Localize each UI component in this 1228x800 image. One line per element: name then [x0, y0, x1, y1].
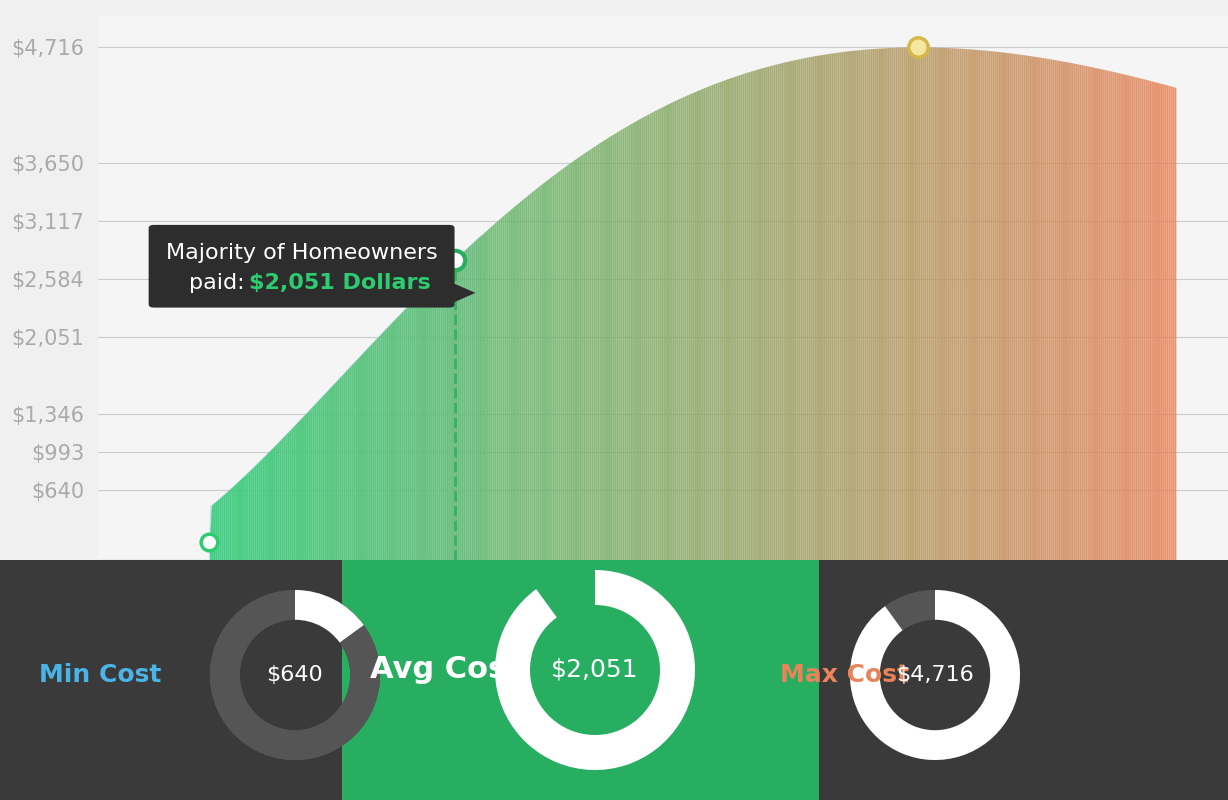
Wedge shape: [210, 590, 379, 760]
FancyBboxPatch shape: [819, 560, 1228, 800]
Wedge shape: [850, 590, 1020, 760]
Polygon shape: [449, 282, 475, 304]
Text: paid:: paid:: [189, 273, 252, 293]
Wedge shape: [495, 570, 695, 770]
Text: $2,051: $2,051: [551, 658, 639, 682]
Text: Avg Cost: Avg Cost: [370, 655, 521, 685]
FancyBboxPatch shape: [0, 560, 409, 800]
Wedge shape: [850, 590, 1020, 760]
Wedge shape: [495, 570, 695, 770]
Wedge shape: [850, 590, 1020, 760]
Text: $2,051 Dollars: $2,051 Dollars: [249, 273, 431, 293]
FancyBboxPatch shape: [149, 225, 454, 307]
Wedge shape: [495, 570, 695, 770]
Wedge shape: [850, 590, 1020, 760]
Wedge shape: [495, 570, 695, 770]
Wedge shape: [210, 590, 379, 760]
Text: Max Cost: Max Cost: [781, 663, 910, 687]
Text: $4,716: $4,716: [896, 665, 974, 685]
FancyBboxPatch shape: [343, 532, 837, 800]
Wedge shape: [210, 590, 379, 760]
Wedge shape: [295, 590, 363, 642]
Text: $640: $640: [266, 665, 323, 685]
Text: Majority of Homeowners: Majority of Homeowners: [166, 242, 437, 262]
Text: Min Cost: Min Cost: [39, 663, 161, 687]
